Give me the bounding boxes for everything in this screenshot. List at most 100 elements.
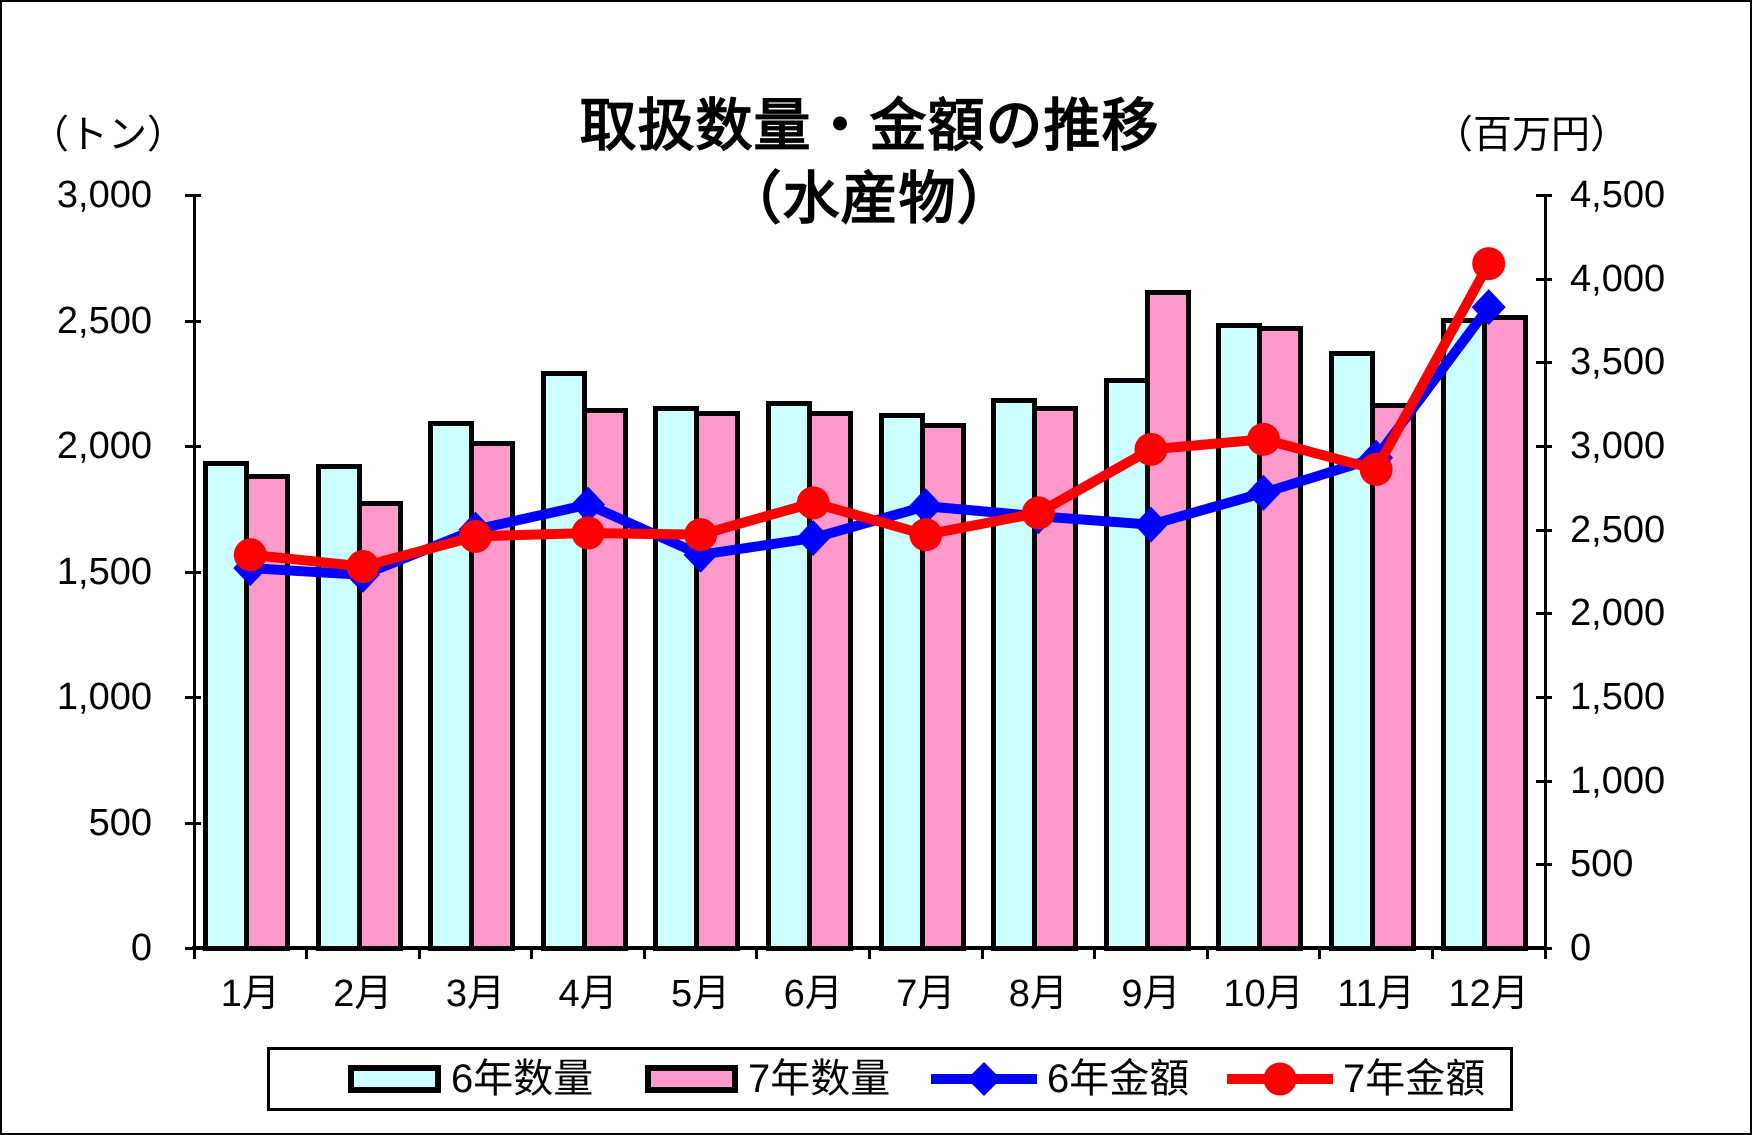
left-axis-tick-label: 1,000 [56, 676, 152, 718]
diamond-marker-icon [1246, 474, 1281, 511]
x-axis-label: 8月 [1008, 973, 1068, 1015]
right-axis-tick-label: 3,000 [1570, 425, 1666, 467]
circle-marker-icon [571, 516, 605, 550]
left-axis-tick-label: 3,000 [56, 174, 152, 216]
bar-7年数量-12月 [1482, 315, 1529, 951]
right-axis-tick [1536, 947, 1552, 950]
x-axis-label: 12月 [1448, 973, 1529, 1015]
chart-title-line2: （水産物） [724, 167, 1015, 231]
right-axis-tick [1536, 528, 1552, 532]
diamond-marker-icon [796, 520, 831, 557]
x-axis-label: 7月 [896, 973, 956, 1015]
chart-title-line1: 取扱数量・金額の推移 [579, 94, 1160, 158]
right-axis-tick-label: 4,000 [1570, 257, 1666, 300]
diamond-marker-icon [967, 1062, 1001, 1096]
right-axis-tick-label: 500 [1570, 843, 1634, 886]
right-axis-tick [1536, 194, 1552, 197]
x-axis-label: 3月 [445, 973, 506, 1015]
line-series-layer [233, 247, 1506, 593]
left-axis-tick-label: 500 [88, 801, 152, 844]
diamond-marker-icon [908, 488, 943, 525]
bar-7年数量-5月 [694, 410, 741, 951]
legend-swatch-line-blue [931, 1056, 1037, 1102]
category-axis-tick [192, 950, 196, 959]
circle-marker-icon [1247, 422, 1281, 456]
category-axis-tick [755, 950, 759, 959]
bar-7年数量-11月 [1369, 403, 1416, 951]
circle-marker-icon [1359, 452, 1393, 486]
right-axis-tick-label: 4,500 [1570, 174, 1666, 216]
legend-swatch-line-red [1227, 1056, 1333, 1102]
category-axis-tick [1205, 950, 1209, 959]
circle-marker-icon [233, 538, 267, 572]
left-axis-tick-label: 0 [130, 927, 152, 969]
bar-6年数量-10月 [1216, 323, 1263, 951]
right-value-axis [1544, 195, 1547, 954]
left-axis-tick [185, 947, 201, 950]
left-axis-tick [185, 319, 201, 323]
x-axis-label: 4月 [558, 973, 618, 1015]
right-axis-tick-label: 1,500 [1570, 676, 1666, 718]
circle-marker-icon [909, 518, 943, 552]
legend: 6年数量 7年数量 6年金額 7年金額 [267, 1047, 1513, 1111]
right-axis-tick [1536, 696, 1552, 699]
legend-label: 6年数量 [451, 1057, 594, 1101]
right-axis-tick [1536, 779, 1552, 783]
right-axis-tick-label: 0 [1570, 927, 1592, 969]
left-axis-tick [185, 696, 201, 699]
circle-marker-icon [1134, 432, 1168, 466]
category-axis-tick [1543, 950, 1547, 959]
left-axis-tick [185, 570, 201, 574]
left-axis-tick-label: 2,000 [56, 425, 152, 467]
legend-entry-7nen-kingaku: 7年金額 [1227, 1050, 1485, 1108]
category-axis-tick [417, 950, 421, 959]
left-axis-unit-label: （トン） [30, 114, 187, 157]
right-axis-tick [1536, 612, 1552, 616]
circle-marker-icon [1021, 496, 1055, 530]
right-axis-unit-label: （百万円） [1434, 114, 1630, 157]
category-axis-tick [305, 950, 309, 959]
category-axis [192, 946, 1547, 950]
diamond-marker-icon [1133, 506, 1168, 543]
x-axis-label: 5月 [671, 973, 731, 1015]
category-axis-tick [642, 950, 646, 959]
line-6年金額 [249, 304, 1493, 580]
circle-marker-icon [1472, 247, 1506, 281]
x-axis-label: 10月 [1223, 973, 1304, 1015]
category-axis-tick [530, 950, 534, 959]
x-axis-label: 9月 [1121, 973, 1181, 1015]
right-axis-tick [1536, 277, 1552, 281]
x-axis-label: 11月 [1337, 973, 1415, 1015]
legend-entry-6nen-suuryo: 6年数量 [348, 1050, 593, 1108]
circle-marker-icon [346, 549, 380, 583]
circle-marker-icon [1263, 1062, 1297, 1096]
bar-7年数量-9月 [1144, 290, 1191, 951]
legend-label: 6年金額 [1047, 1057, 1190, 1101]
right-axis-tick-label: 3,500 [1570, 341, 1666, 384]
legend-entry-7nen-suuryo: 7年数量 [645, 1050, 890, 1108]
left-axis-tick [185, 445, 201, 448]
line-7年金額 [249, 261, 1494, 572]
left-axis-tick-label: 2,500 [56, 299, 152, 342]
x-axis-label: 1月 [220, 973, 280, 1015]
circle-marker-icon [796, 486, 830, 520]
bar-7年数量-2月 [356, 501, 403, 951]
right-axis-tick-label: 1,000 [1570, 759, 1666, 802]
circle-marker-icon [458, 519, 492, 553]
legend-swatch-bar-cyan [348, 1065, 441, 1093]
left-axis-tick [185, 821, 201, 825]
legend-label: 7年金額 [1343, 1057, 1486, 1101]
right-axis-tick-label: 2,000 [1570, 592, 1666, 635]
circle-marker-icon [684, 518, 718, 552]
category-axis-tick [1318, 950, 1322, 959]
diamond-marker-icon [1471, 289, 1506, 326]
category-axis-tick [868, 950, 871, 959]
category-axis-tick [1430, 950, 1434, 959]
left-value-axis [193, 195, 196, 954]
chart-title: 取扱数量・金額の推移 （水産物） [194, 90, 1545, 236]
category-axis-tick [980, 950, 984, 959]
right-axis-tick [1536, 863, 1552, 867]
right-axis-tick-label: 2,500 [1570, 508, 1666, 551]
category-axis-tick [1093, 950, 1097, 959]
